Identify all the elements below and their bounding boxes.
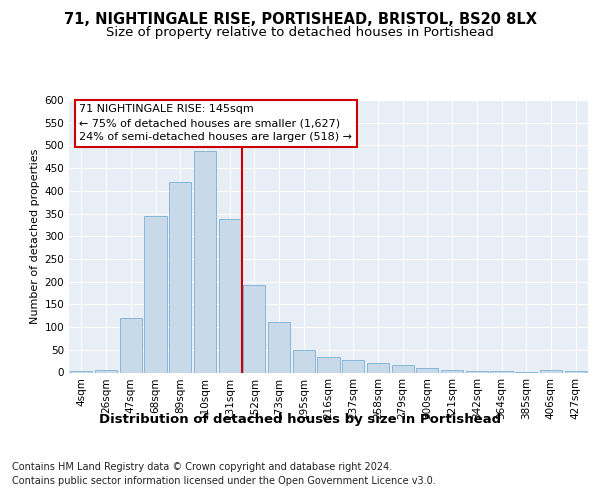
Bar — [169, 182, 191, 372]
Bar — [95, 370, 117, 372]
Bar — [317, 356, 340, 372]
Bar — [540, 370, 562, 372]
Y-axis label: Number of detached properties: Number of detached properties — [30, 148, 40, 324]
Bar — [565, 370, 587, 372]
Bar — [367, 364, 389, 372]
Bar — [392, 365, 414, 372]
Text: Contains public sector information licensed under the Open Government Licence v3: Contains public sector information licen… — [12, 476, 436, 486]
Text: Contains HM Land Registry data © Crown copyright and database right 2024.: Contains HM Land Registry data © Crown c… — [12, 462, 392, 472]
Bar — [194, 152, 216, 372]
Text: Size of property relative to detached houses in Portishead: Size of property relative to detached ho… — [106, 26, 494, 39]
Text: 71 NIGHTINGALE RISE: 145sqm
← 75% of detached houses are smaller (1,627)
24% of : 71 NIGHTINGALE RISE: 145sqm ← 75% of det… — [79, 104, 352, 142]
Bar — [441, 370, 463, 372]
Bar — [145, 216, 167, 372]
Bar — [490, 371, 512, 372]
Bar — [416, 368, 439, 372]
Bar — [293, 350, 315, 372]
Text: Distribution of detached houses by size in Portishead: Distribution of detached houses by size … — [99, 412, 501, 426]
Bar — [119, 318, 142, 372]
Bar — [218, 220, 241, 372]
Bar — [268, 322, 290, 372]
Bar — [243, 285, 265, 372]
Bar — [70, 370, 92, 372]
Text: 71, NIGHTINGALE RISE, PORTISHEAD, BRISTOL, BS20 8LX: 71, NIGHTINGALE RISE, PORTISHEAD, BRISTO… — [64, 12, 536, 28]
Bar — [466, 371, 488, 372]
Bar — [342, 360, 364, 372]
